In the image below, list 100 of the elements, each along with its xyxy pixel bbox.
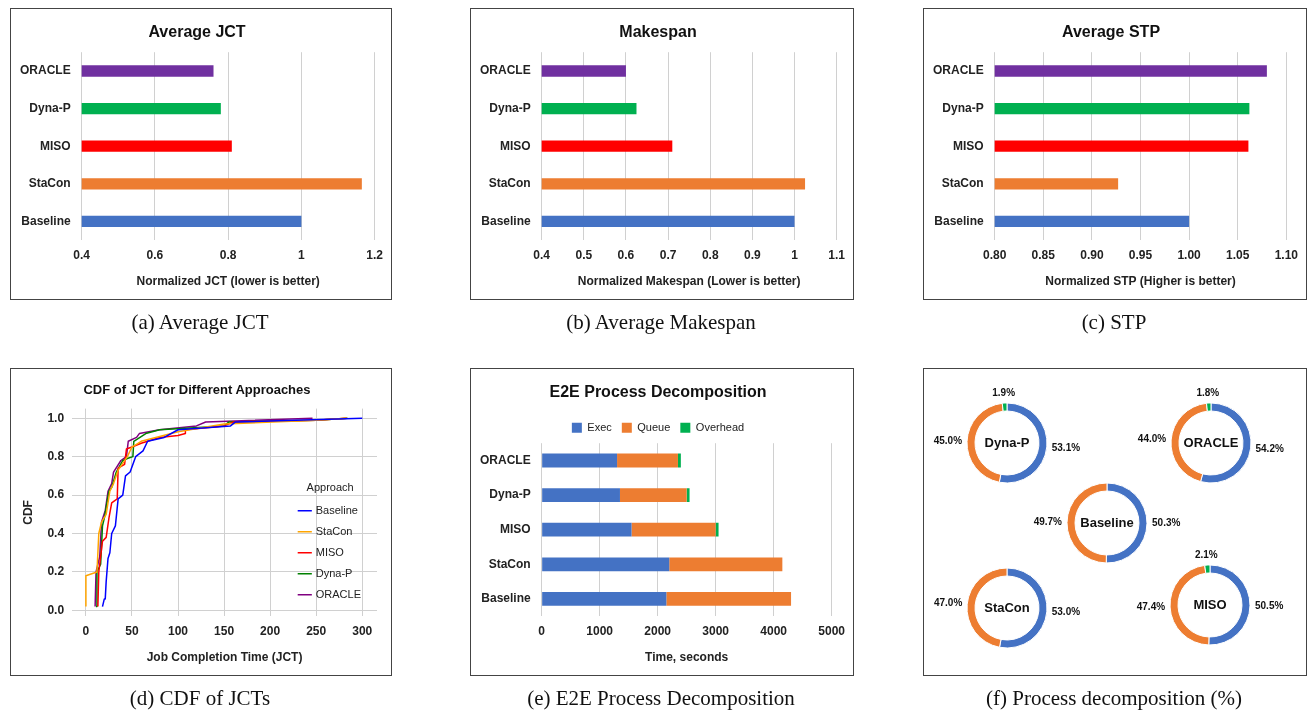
- legend-label: Overhead: [695, 420, 745, 433]
- y-tick-label: Dyna-P: [489, 487, 531, 502]
- bar: [542, 453, 618, 468]
- x-axis-title: Job Completion Time (JCT): [146, 650, 303, 665]
- x-tick-label: 1000: [586, 623, 614, 638]
- x-axis-title: Normalized Makespan (Lower is better): [577, 274, 801, 289]
- data-label: 1.8%: [1196, 386, 1220, 398]
- x-tick-label: 1.2: [366, 247, 384, 262]
- chart-title: Makespan: [619, 23, 697, 41]
- y-tick-label: Dyna-P: [489, 100, 531, 115]
- chart-title: E2E Process Decomposition: [549, 383, 767, 401]
- data-label: 53.1%: [1051, 441, 1081, 453]
- y-tick-label: MISO: [952, 138, 984, 153]
- x-tick-label: 1.00: [1177, 247, 1202, 262]
- data-label: 1.9%: [992, 386, 1016, 398]
- x-tick-label: 0.5: [575, 247, 593, 262]
- y-tick-label: StaCon: [488, 176, 531, 191]
- x-tick-label: 50: [125, 623, 139, 638]
- bar: [542, 557, 670, 572]
- x-tick-label: 0: [538, 623, 546, 638]
- y-tick-label: 0.2: [47, 564, 65, 579]
- x-tick-label: 0.8: [701, 247, 719, 262]
- x-tick-label: 3000: [702, 623, 730, 638]
- data-label: 45.0%: [933, 434, 963, 446]
- legend-label: ORACLE: [315, 587, 362, 600]
- text: (e) E2E Process Decomposition: [526, 686, 796, 711]
- bar: [631, 522, 716, 537]
- y-tick-label: MISO: [39, 138, 71, 153]
- text: MISO: [1193, 596, 1227, 612]
- y-tick-label: 0.6: [47, 487, 65, 502]
- x-tick-label: 0.85: [1031, 247, 1056, 262]
- x-tick-label: 4000: [760, 623, 788, 638]
- text: (f) Process decomposition (%): [985, 686, 1243, 711]
- text: (c) STP: [1080, 310, 1148, 335]
- y-tick-label: ORACLE: [19, 63, 71, 78]
- chart-title: Average STP: [1061, 23, 1161, 41]
- x-tick-label: 2000: [644, 623, 672, 638]
- y-tick-label: MISO: [499, 522, 531, 537]
- text: Baseline: [1080, 514, 1134, 530]
- y-tick-label: 0.8: [47, 448, 65, 463]
- data-label: 50.5%: [1254, 599, 1284, 611]
- x-tick-label: 0.6: [617, 247, 635, 262]
- x-axis-title: Time, seconds: [645, 650, 729, 665]
- y-tick-label: 1.0: [47, 410, 65, 425]
- y-tick-label: Baseline: [481, 591, 531, 606]
- x-tick-label: 0.4: [73, 247, 91, 262]
- x-tick-label: 100: [168, 623, 189, 638]
- x-tick-label: 1: [791, 247, 799, 262]
- bar: [666, 591, 792, 606]
- y-tick-label: Dyna-P: [29, 100, 71, 115]
- legend-title: Approach: [306, 480, 354, 493]
- y-tick-label: StaCon: [488, 556, 531, 571]
- x-tick-label: 0.7: [659, 247, 677, 262]
- data-label: 2.1%: [1194, 548, 1218, 560]
- x-tick-label: 0.90: [1080, 247, 1104, 262]
- y-tick-label: Dyna-P: [942, 100, 984, 115]
- y-tick-label: 0.0: [47, 602, 65, 617]
- y-tick-label: 0.4: [47, 525, 65, 540]
- legend-label: Dyna-P: [315, 566, 353, 579]
- y-tick-label: ORACLE: [479, 63, 531, 78]
- text: (d) CDF of JCTs: [128, 686, 272, 711]
- bar: [677, 453, 681, 468]
- text: (a) Average JCT: [130, 310, 270, 335]
- x-tick-label: 0.9: [744, 247, 762, 262]
- y-tick-label: StaCon: [28, 176, 71, 191]
- y-tick-label: MISO: [499, 138, 531, 153]
- x-tick-label: 0.6: [146, 247, 164, 262]
- text: StaCon: [984, 599, 1030, 615]
- bar: [542, 488, 620, 503]
- data-label: 47.0%: [933, 597, 963, 609]
- legend-label: StaCon: [315, 524, 353, 537]
- x-tick-label: 1.05: [1226, 247, 1250, 262]
- y-tick-label: ORACLE: [932, 63, 984, 78]
- data-label: 44.0%: [1137, 432, 1167, 444]
- bar: [669, 557, 783, 572]
- legend-label: Baseline: [315, 503, 358, 516]
- x-tick-label: 0.4: [533, 247, 551, 262]
- legend-label: Queue: [637, 420, 671, 433]
- bar: [715, 522, 719, 537]
- y-tick-label: Baseline: [934, 213, 984, 228]
- data-label: 47.4%: [1136, 601, 1166, 613]
- x-tick-label: 5000: [818, 623, 846, 638]
- x-tick-label: 300: [352, 623, 373, 638]
- data-label: 50.3%: [1151, 517, 1181, 529]
- x-axis-title: Normalized JCT (lower is better): [136, 274, 320, 289]
- bar: [542, 522, 632, 537]
- text: (b) Average Makespan: [565, 310, 757, 335]
- legend-label: Exec: [587, 420, 613, 433]
- x-tick-label: 0.80: [982, 247, 1007, 262]
- data-label: 54.2%: [1255, 443, 1284, 455]
- legend-label: MISO: [315, 545, 345, 558]
- data-label: 49.7%: [1033, 516, 1063, 528]
- y-tick-label: ORACLE: [479, 452, 531, 467]
- x-tick-label: 0.95: [1128, 247, 1153, 262]
- chart-title: CDF of JCT for Different Approaches: [83, 382, 311, 398]
- text: ORACLE: [1183, 434, 1239, 450]
- chart-title: Average JCT: [148, 23, 246, 41]
- y-tick-label: Baseline: [481, 213, 531, 228]
- bar: [617, 453, 678, 468]
- bar: [619, 488, 687, 503]
